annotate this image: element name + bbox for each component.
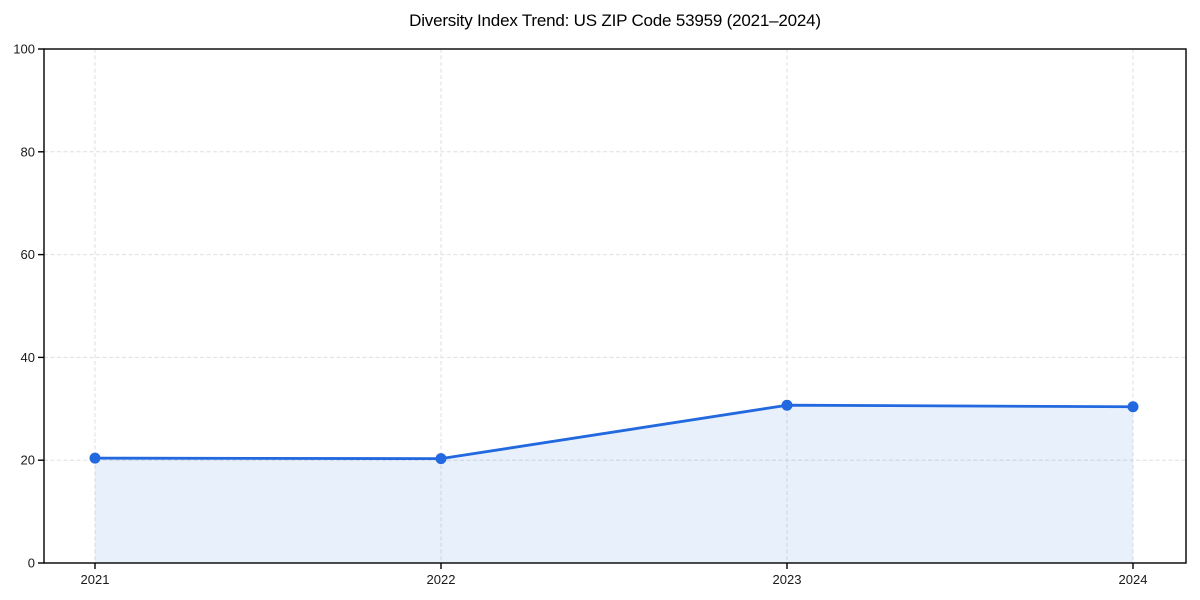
trend-line (93, 403, 1135, 461)
y-tick-label: 100 (13, 42, 35, 57)
data-point-marker-2024 (1127, 401, 1139, 413)
y-tick-label: 80 (21, 144, 35, 159)
x-tick-label: 2022 (427, 572, 456, 587)
data-point-marker-2021 (89, 452, 101, 464)
chart-title: Diversity Index Trend: US ZIP Code 53959… (409, 11, 821, 30)
y-tick-label: 20 (21, 453, 35, 468)
axes-spines (43, 48, 1187, 564)
data-point-marker-2022 (435, 453, 447, 465)
area-fill (95, 405, 1133, 563)
x-tick-label: 2021 (81, 572, 110, 587)
y-tick-label: 60 (21, 247, 35, 262)
y-tick-label: 40 (21, 350, 35, 365)
x-tick-label: 2024 (1119, 572, 1148, 587)
data-point-marker-2023 (781, 399, 793, 411)
x-tick-label: 2023 (773, 572, 802, 587)
y-tick-label: 0 (28, 556, 35, 571)
